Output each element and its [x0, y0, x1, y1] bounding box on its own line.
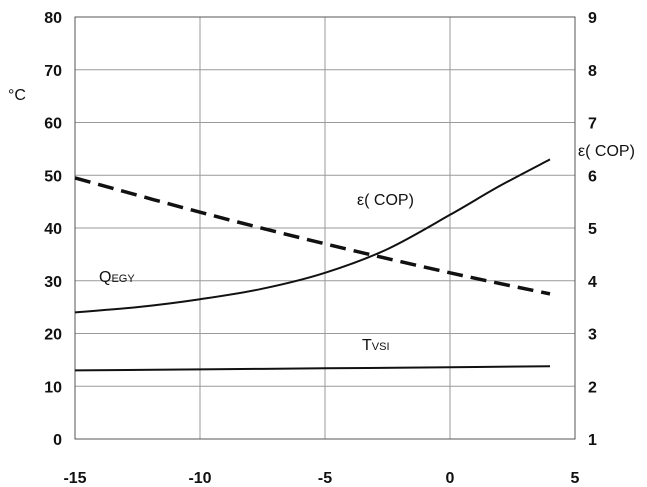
series-label-tvsi-sub: VSI	[372, 341, 390, 353]
y-right-tick-label: 1	[588, 432, 597, 449]
series-label-qegy: QEGY	[99, 269, 135, 286]
y-right-tick-label: 6	[588, 168, 597, 185]
series-label-qegy-main: Q	[99, 269, 111, 286]
y-right-tick-label: 3	[588, 327, 597, 344]
ticks-layer: 0 10 20 30 40 50 60 70 80 1 2 3 4 5 6 7 8 9 -15 -10 -5 0 5	[44, 10, 597, 487]
x-tick-label: 0	[446, 470, 455, 487]
x-tick-label: 5	[571, 470, 580, 487]
series-layer	[74, 158, 551, 372]
y-right-tick-label: 4	[588, 274, 597, 291]
series-label-cop: ε( COP)	[357, 192, 414, 209]
plot-border	[74, 16, 576, 440]
y-right-tick-label: 7	[588, 116, 597, 133]
y-left-tick-label: 80	[44, 10, 62, 27]
y-left-tick-label: 40	[44, 221, 62, 238]
series-label-qegy-sub: EGY	[111, 273, 135, 285]
y-right-tick-label: 8	[588, 63, 597, 80]
y-left-tick-label: 0	[53, 432, 62, 449]
series-line-1	[74, 176, 551, 296]
x-tick-label: -5	[318, 470, 332, 487]
x-tick-label: -15	[63, 470, 86, 487]
x-tick-label: -10	[188, 470, 211, 487]
y-right-tick-label: 9	[588, 10, 597, 27]
y-left-tick-label: 60	[44, 116, 62, 133]
y-left-tick-label: 20	[44, 327, 62, 344]
series-line-2	[74, 365, 551, 372]
series-label-tvsi: TVSI	[362, 337, 390, 354]
y-left-tick-label: 70	[44, 63, 62, 80]
y-right-tick-label: 2	[588, 379, 597, 396]
y-left-tick-label: 30	[44, 274, 62, 291]
y-right-tick-label: 5	[588, 221, 597, 238]
y-right-axis-label: ε( COP)	[578, 143, 635, 160]
series-label-tvsi-main: T	[362, 337, 372, 354]
y-left-tick-label: 10	[44, 379, 62, 396]
y-left-tick-label: 50	[44, 168, 62, 185]
y-left-axis-label: °C	[8, 87, 26, 104]
series-line-0	[74, 158, 551, 314]
